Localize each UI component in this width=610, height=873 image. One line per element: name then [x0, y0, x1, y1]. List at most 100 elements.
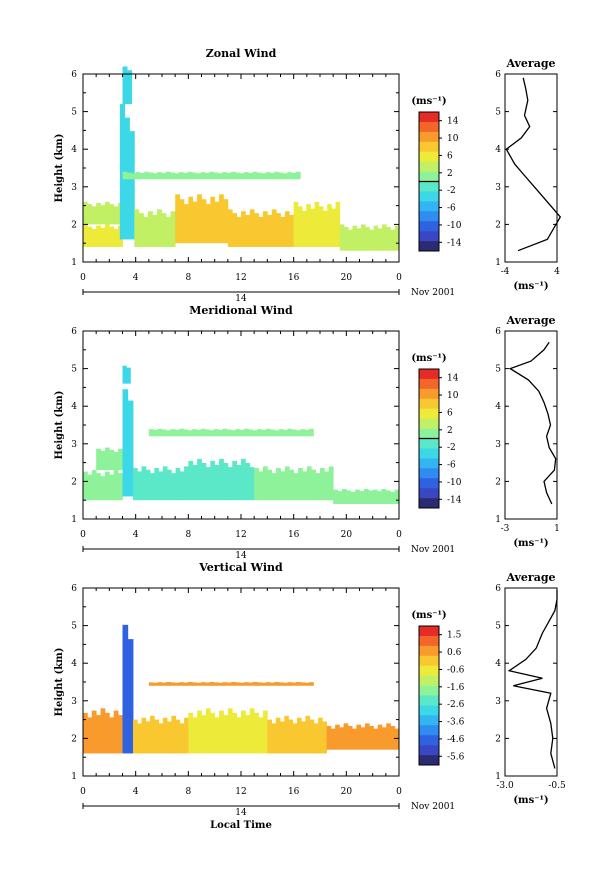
data-cell [104, 712, 110, 754]
data-cell [157, 172, 162, 180]
data-cell [322, 210, 328, 247]
data-cell [341, 488, 347, 504]
data-cell [337, 491, 343, 504]
colorbar-swatch [419, 408, 439, 419]
data-cell [287, 428, 293, 437]
data-cell [377, 491, 382, 504]
data-cell [295, 171, 301, 180]
data-cell [171, 715, 176, 754]
data-cell [205, 429, 210, 437]
data-cell [271, 723, 277, 754]
data-cell [248, 172, 253, 180]
average-y-tick-label: 2 [495, 220, 501, 230]
colorbar-swatch [419, 211, 439, 222]
data-cell [179, 471, 185, 501]
day-label: 14 [235, 551, 247, 561]
data-cell [241, 710, 246, 754]
data-cell [274, 430, 280, 437]
x-tick-label: 0 [80, 530, 86, 540]
y-tick-label: 6 [71, 584, 77, 594]
data-cell [343, 227, 349, 251]
data-cell [249, 209, 255, 247]
data-cell [118, 473, 123, 501]
data-cell [192, 201, 198, 244]
average-x-tick-label: -0.5 [548, 781, 566, 791]
data-cell [252, 171, 258, 180]
data-cell [239, 429, 245, 437]
data-cell [287, 682, 293, 686]
data-cell [91, 710, 97, 754]
data-cell [360, 727, 366, 750]
colorbar-swatch [419, 171, 439, 182]
data-cell [104, 447, 110, 471]
colorbar-tick-label: -6 [447, 204, 456, 214]
data-cell [161, 172, 167, 180]
data-cell [158, 723, 164, 754]
data-cell [231, 430, 236, 437]
data-cell [170, 682, 176, 686]
x-tick-label: 0 [396, 273, 402, 283]
data-cell [161, 213, 167, 247]
colorbar-swatch [419, 468, 439, 479]
data-cell [170, 211, 176, 247]
y-tick-label: 4 [71, 659, 77, 669]
data-cell [369, 229, 375, 251]
data-cell [109, 717, 115, 754]
colorbar-swatch [419, 121, 439, 133]
average-frame [504, 330, 558, 520]
data-cell [109, 204, 115, 225]
data-cell [96, 202, 101, 225]
data-cell [161, 429, 167, 437]
data-cell [200, 682, 206, 686]
average-title: Average [505, 571, 555, 584]
y-tick-label: 3 [71, 183, 77, 193]
data-cell [372, 489, 378, 504]
data-cell [289, 215, 295, 247]
data-cell [205, 708, 211, 754]
average-profile-line [507, 589, 558, 769]
data-cell [331, 208, 336, 247]
data-cell [205, 682, 210, 686]
data-cell [365, 227, 370, 251]
data-cell [179, 682, 184, 686]
data-cell [291, 682, 297, 686]
colorbar-swatch [419, 755, 439, 766]
data-cell [315, 473, 321, 501]
colorbar-tick-label: -0.6 [447, 665, 465, 675]
panel-title: Meridional Wind [189, 304, 293, 317]
data-cell [166, 430, 171, 437]
data-cell [210, 460, 216, 501]
data-cell [109, 449, 115, 471]
x-tick-label: 0 [396, 530, 402, 540]
average-unit-label: (ms⁻¹) [513, 281, 548, 292]
day-label: 14 [235, 294, 247, 304]
data-cell [241, 458, 246, 501]
data-cell [96, 448, 101, 471]
data-cell [104, 201, 110, 225]
colorbar-tick-label: -10 [447, 221, 462, 231]
colorbar-tick-label: -14 [447, 238, 462, 248]
data-cell [373, 728, 379, 750]
data-cell [222, 682, 228, 686]
colorbar-swatch [419, 725, 439, 736]
average-y-tick-label: 3 [495, 440, 501, 450]
data-cell [187, 430, 193, 437]
data-cell [113, 206, 119, 225]
data-cell [276, 468, 281, 501]
colorbar-swatch [419, 685, 439, 696]
data-cell [87, 474, 93, 501]
data-cell [183, 204, 189, 244]
data-cell [261, 682, 267, 686]
data-cell [256, 172, 262, 180]
x-tick-label: 8 [185, 530, 191, 540]
data-cell [113, 452, 119, 471]
x-tick-label: 16 [288, 787, 300, 797]
colorbar-swatch [419, 161, 439, 172]
data-cell [278, 682, 284, 686]
data-cell [145, 721, 151, 754]
x-tick-label: 4 [133, 787, 139, 797]
data-cell [293, 201, 299, 247]
average-x-tick-label: 1 [554, 524, 560, 534]
colorbar-tick-label: -1.6 [447, 683, 465, 693]
